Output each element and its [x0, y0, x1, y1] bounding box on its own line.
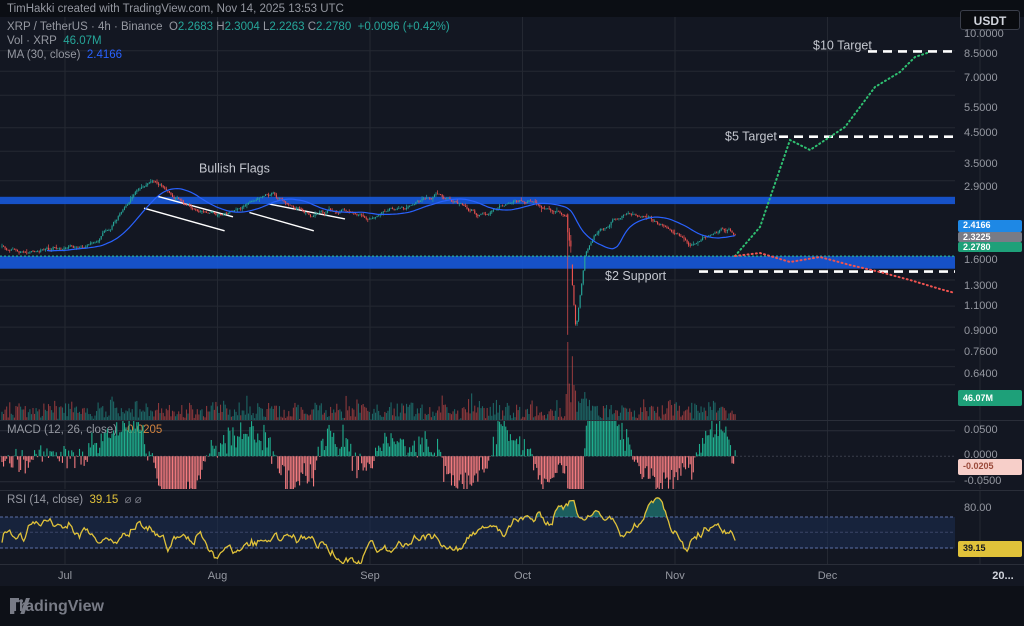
svg-text:$2 Support: $2 Support	[605, 269, 667, 283]
svg-text:Dec: Dec	[818, 570, 838, 582]
svg-text:$5 Target: $5 Target	[725, 130, 777, 144]
svg-text:20...: 20...	[992, 570, 1013, 582]
svg-text:Bullish Flags: Bullish Flags	[199, 162, 270, 176]
svg-text:$10 Target: $10 Target	[813, 39, 872, 53]
svg-text:MACD (12, 26, close) -0.0205: MACD (12, 26, close) -0.0205	[7, 424, 162, 436]
svg-text:Aug: Aug	[208, 570, 228, 582]
svg-text:RSI (14, close) 39.15 ⌀ ⌀: RSI (14, close) 39.15 ⌀ ⌀	[7, 494, 142, 506]
svg-text:Jul: Jul	[58, 570, 72, 582]
svg-text:Nov: Nov	[665, 570, 685, 582]
svg-text:Oct: Oct	[514, 570, 531, 582]
svg-text:Sep: Sep	[360, 570, 380, 582]
